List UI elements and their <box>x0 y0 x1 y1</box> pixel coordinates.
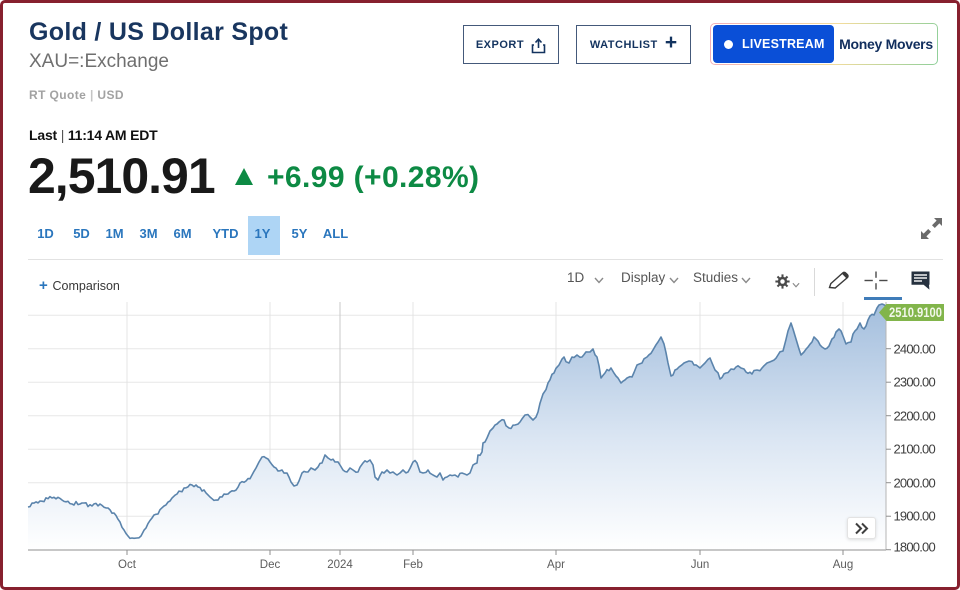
svg-text:2510.9100: 2510.9100 <box>889 304 942 320</box>
